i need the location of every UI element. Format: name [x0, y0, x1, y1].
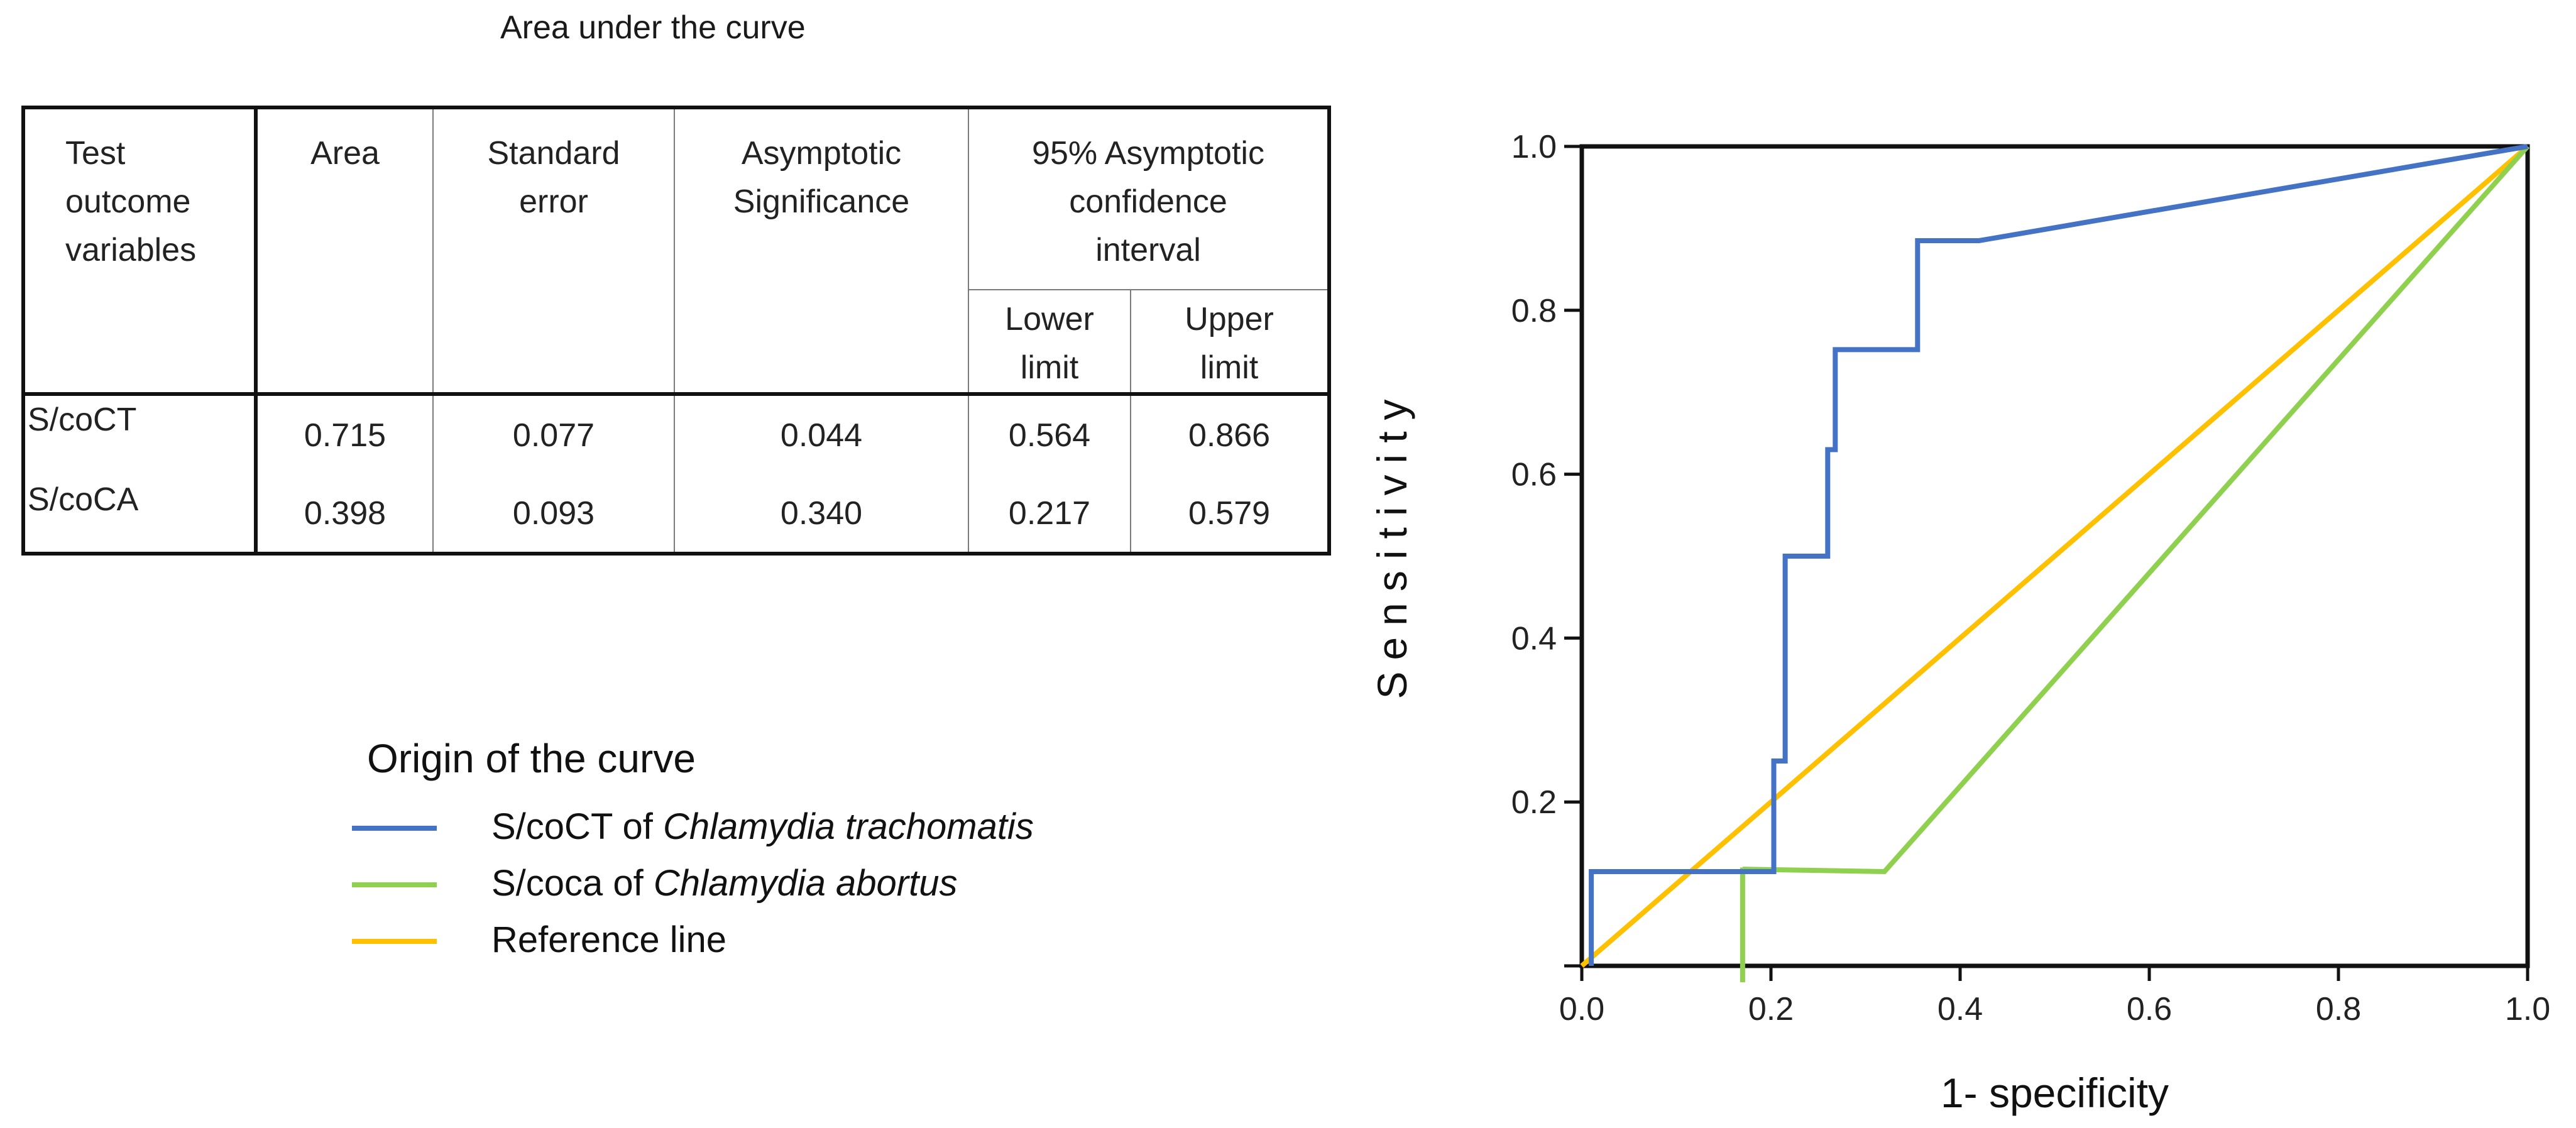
table-row: S/coCA 0.398 0.093 0.340 0.217 0.579 [23, 475, 1330, 554]
header-area: Area [255, 107, 434, 396]
cell-significance: 0.340 [674, 475, 969, 554]
x-tick-label: 0.2 [1748, 991, 1794, 1027]
y-tick-label: 0.6 [1511, 457, 1557, 493]
table-row: S/coCT 0.715 0.077 0.044 0.564 0.866 [23, 393, 1330, 476]
header-lower-limit: Lower limit [968, 289, 1131, 396]
cell-standard-error: 0.077 [432, 393, 675, 476]
header-upper-limit: Upper limit [1129, 289, 1330, 396]
y-tick-label: 1.0 [1511, 129, 1557, 165]
roc-chart: 0.0 0.2 0.4 0.6 0.8 1.0 0.2 0.4 0.6 0.8 1.0 1- spec… [1369, 129, 2550, 1116]
x-tick-label: 1.0 [2505, 991, 2550, 1027]
row-label: S/coCT [23, 393, 258, 476]
cell-area: 0.398 [255, 475, 434, 554]
legend-item-abortus: S/coca of Chlamydia abortus [352, 860, 1232, 910]
legend-label: S/coca of Chlamydia abortus [491, 863, 958, 904]
legend-label: S/coCT of Chlamydia trachomatis [491, 806, 1034, 847]
legend-title: Origin of the curve [367, 736, 696, 781]
y-tick-label: 0.2 [1511, 784, 1557, 821]
header-asymptotic-significance: Asymptotic Significance [674, 107, 969, 396]
cell-lower-limit: 0.217 [968, 475, 1131, 554]
header-standard-error: Standard error [432, 107, 675, 396]
x-tick-label: 0.8 [2316, 991, 2361, 1027]
y-tick-label: 0.8 [1511, 293, 1557, 329]
header-variables: Test outcome variables [23, 107, 258, 396]
x-tick-label: 0.6 [2127, 991, 2172, 1027]
x-tick-label: 0.0 [1559, 991, 1604, 1027]
legend-item-trachomatis: S/coCT of Chlamydia trachomatis [352, 803, 1232, 853]
roc-line-trachomatis [1589, 144, 2528, 966]
legend-label: Reference line [491, 919, 726, 960]
x-axis-label: 1- specificity [1941, 1070, 2169, 1116]
y-tick-label: 0.4 [1511, 620, 1557, 657]
roc-line-abortus [1740, 145, 2529, 983]
plot-frame [1579, 144, 2530, 968]
legend-line-green [352, 882, 437, 887]
cell-significance: 0.044 [674, 393, 969, 476]
legend-line-orange [352, 939, 437, 944]
reference-line [1580, 144, 2529, 968]
row-label: S/coCA [23, 475, 258, 554]
y-axis-label: Sensitivity [1369, 388, 1415, 699]
header-confidence-interval: 95% Asymptotic confidence interval [967, 107, 1330, 290]
cell-area: 0.715 [255, 393, 434, 476]
x-tick-label: 0.4 [1937, 991, 1983, 1027]
legend-line-blue [352, 826, 437, 831]
cell-standard-error: 0.093 [432, 475, 675, 554]
legend-item-reference: Reference line [352, 916, 1232, 966]
auc-table: Test outcome variables Area Standard error … [21, 106, 1332, 556]
cell-lower-limit: 0.564 [968, 393, 1131, 476]
table-title: Area under the curve [500, 9, 806, 46]
cell-upper-limit: 0.866 [1129, 393, 1330, 476]
cell-upper-limit: 0.579 [1129, 475, 1330, 554]
